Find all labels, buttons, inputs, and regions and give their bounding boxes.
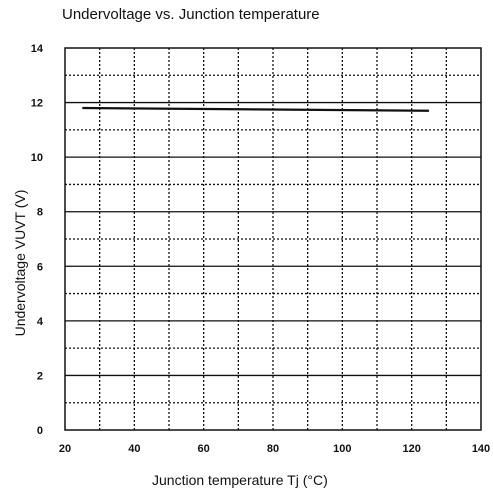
x-tick-label: 140 [472, 443, 490, 455]
chart-title: Undervoltage vs. Junction temperature [62, 6, 320, 23]
y-tick-label: 14 [31, 43, 44, 55]
x-tick-label: 120 [402, 443, 420, 455]
y-tick-label: 10 [31, 152, 43, 164]
y-tick-label: 12 [31, 98, 43, 110]
y-tick-label: 6 [37, 261, 43, 273]
x-tick-label: 80 [267, 443, 279, 455]
y-tick-label: 2 [37, 370, 43, 382]
x-tick-label: 60 [198, 443, 210, 455]
y-tick-label: 4 [37, 316, 44, 328]
y-tick-label: 8 [37, 207, 43, 219]
x-axis-label: Junction temperature Tj (°C) [152, 472, 328, 488]
plot-frame [64, 47, 482, 431]
data-line-undervoltage [82, 106, 430, 112]
x-tick-label: 100 [333, 443, 351, 455]
y-tick-label: 0 [37, 425, 43, 437]
x-tick-label: 40 [128, 443, 140, 455]
x-tick-label: 20 [59, 443, 71, 455]
